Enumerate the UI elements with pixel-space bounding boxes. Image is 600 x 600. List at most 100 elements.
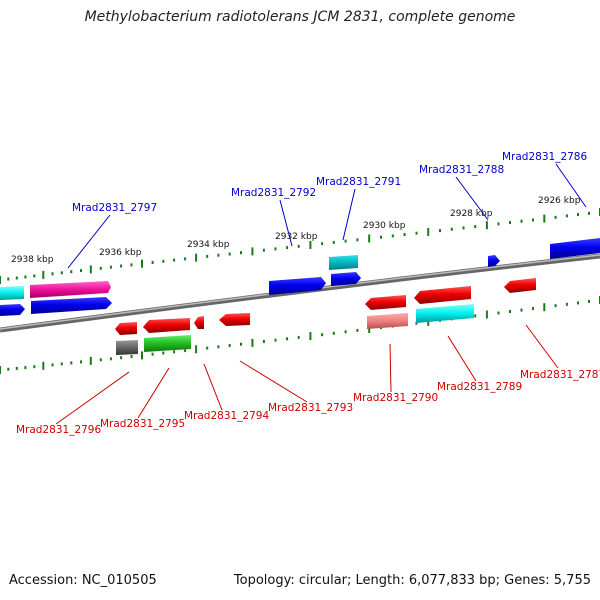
gene-arrow[interactable]: [31, 297, 112, 314]
scale-minor-tick: [520, 219, 523, 223]
scale-major-tick: [141, 259, 143, 268]
scale-minor-tick: [120, 264, 123, 268]
scale-minor-tick: [240, 251, 242, 255]
scale-major-tick: [427, 227, 430, 236]
gene-arrow[interactable]: [30, 281, 111, 298]
scale-minor-tick: [51, 363, 54, 367]
scale-minor-tick: [532, 218, 534, 222]
scale-major-tick: [251, 338, 254, 347]
scale-minor-tick: [70, 361, 73, 365]
scale-minor-tick: [450, 227, 453, 231]
gene-arrow[interactable]: [115, 322, 137, 335]
scale-label: 2936 kbp: [99, 248, 142, 258]
forward-gene-labels: Mrad2831_2797 Mrad2831_2792 Mrad2831_279…: [72, 151, 587, 214]
scale-major-tick: [42, 361, 45, 370]
scale-major-tick: [195, 345, 198, 354]
gene-label[interactable]: Mrad2831_2789: [437, 381, 522, 393]
scale-major-tick: [89, 356, 92, 365]
scale-label: 2938 kbp: [11, 255, 54, 265]
scale-minor-tick: [33, 365, 36, 369]
scale-minor-tick: [24, 275, 27, 279]
gene-label[interactable]: Mrad2831_2795: [100, 418, 185, 430]
accession-label: Accession: NC_010505: [9, 573, 157, 588]
scale-minor-tick: [51, 272, 54, 276]
gene-label[interactable]: Mrad2831_2792: [231, 187, 316, 199]
gene-label[interactable]: Mrad2831_2791: [316, 176, 401, 188]
gene-arrow[interactable]: [414, 286, 471, 304]
scale-minor-tick: [554, 304, 557, 308]
scale-minor-tick: [332, 331, 335, 335]
gene-label[interactable]: Mrad2831_2797: [72, 202, 157, 214]
scale-major-tick: [543, 214, 546, 223]
gene-label[interactable]: Mrad2831_2793: [268, 402, 353, 414]
outer-scale: [0, 208, 600, 284]
gene-arrow[interactable]: [550, 238, 600, 259]
gene-arrow[interactable]: [329, 255, 358, 270]
scale-minor-tick: [60, 271, 63, 275]
gene-label[interactable]: Mrad2831_2794: [184, 410, 269, 422]
scale-minor-tick: [184, 349, 187, 353]
scale-minor-tick: [274, 247, 277, 251]
scale-minor-tick: [474, 314, 477, 318]
scale-minor-tick: [70, 270, 73, 274]
gene-label[interactable]: Mrad2831_2787: [520, 369, 600, 381]
scale-major-tick: [309, 241, 312, 249]
gene-arrow[interactable]: [269, 277, 326, 295]
scale-minor-tick: [532, 307, 534, 311]
gene-arrow[interactable]: [194, 316, 204, 329]
scale-minor-tick: [130, 355, 133, 358]
scale-major-tick: [195, 253, 198, 262]
scale-minor-tick: [206, 346, 209, 350]
gene-arrow[interactable]: [116, 340, 138, 355]
scale-label: 2928 kbp: [450, 209, 493, 219]
scale-major-tick: [42, 270, 45, 279]
scale-major-tick: [543, 303, 546, 312]
scale-minor-tick: [99, 266, 102, 270]
gene-arrow[interactable]: [365, 295, 406, 310]
genome-summary: Topology: circular; Length: 6,077,833 bp…: [233, 573, 591, 588]
gene-arrow[interactable]: [331, 272, 361, 286]
reverse-genes[interactable]: [115, 278, 536, 355]
gene-label[interactable]: Mrad2831_2796: [16, 424, 101, 436]
scale-minor-tick: [151, 352, 154, 356]
gene-arrow[interactable]: [144, 335, 191, 352]
scale-minor-tick: [321, 333, 324, 337]
scale-minor-tick: [297, 335, 300, 339]
scale-minor-tick: [577, 301, 579, 305]
gene-label[interactable]: Mrad2831_2788: [419, 164, 504, 176]
forward-leader-lines: [67, 163, 587, 269]
forward-genes[interactable]: [0, 238, 600, 316]
gene-label[interactable]: Mrad2831_2786: [502, 151, 587, 163]
gene-arrow[interactable]: [0, 286, 24, 300]
scale-minor-tick: [286, 337, 289, 341]
gene-arrow[interactable]: [143, 318, 190, 333]
scale-minor-tick: [286, 246, 289, 250]
gene-arrow[interactable]: [367, 313, 408, 329]
scale-label: 2932 kbp: [275, 232, 318, 242]
scale-label: 2930 kbp: [363, 221, 406, 231]
scale-minor-tick: [588, 211, 590, 215]
scale-minor-tick: [577, 213, 579, 217]
gene-arrow[interactable]: [488, 255, 500, 267]
scale-minor-tick: [356, 238, 359, 242]
scale-minor-tick: [497, 311, 500, 315]
scale-minor-tick: [7, 277, 10, 281]
scale-minor-tick: [356, 328, 359, 332]
scale-minor-tick: [109, 357, 112, 361]
scale-major-tick: [485, 221, 488, 230]
scale-minor-tick: [332, 240, 335, 244]
gene-arrow[interactable]: [504, 278, 536, 293]
scale-minor-tick: [509, 221, 511, 225]
scale-minor-tick: [240, 342, 242, 346]
gene-arrow[interactable]: [416, 304, 474, 323]
scale-major-tick: [89, 265, 92, 274]
gene-arrow[interactable]: [0, 304, 25, 316]
scale-major-tick: [368, 325, 371, 333]
scale-minor-tick: [415, 231, 418, 235]
scale-minor-tick: [173, 350, 176, 354]
scale-minor-tick: [262, 248, 265, 252]
gene-label[interactable]: Mrad2831_2790: [353, 392, 438, 404]
scale-minor-tick: [184, 257, 187, 261]
gene-arrow[interactable]: [219, 313, 250, 326]
